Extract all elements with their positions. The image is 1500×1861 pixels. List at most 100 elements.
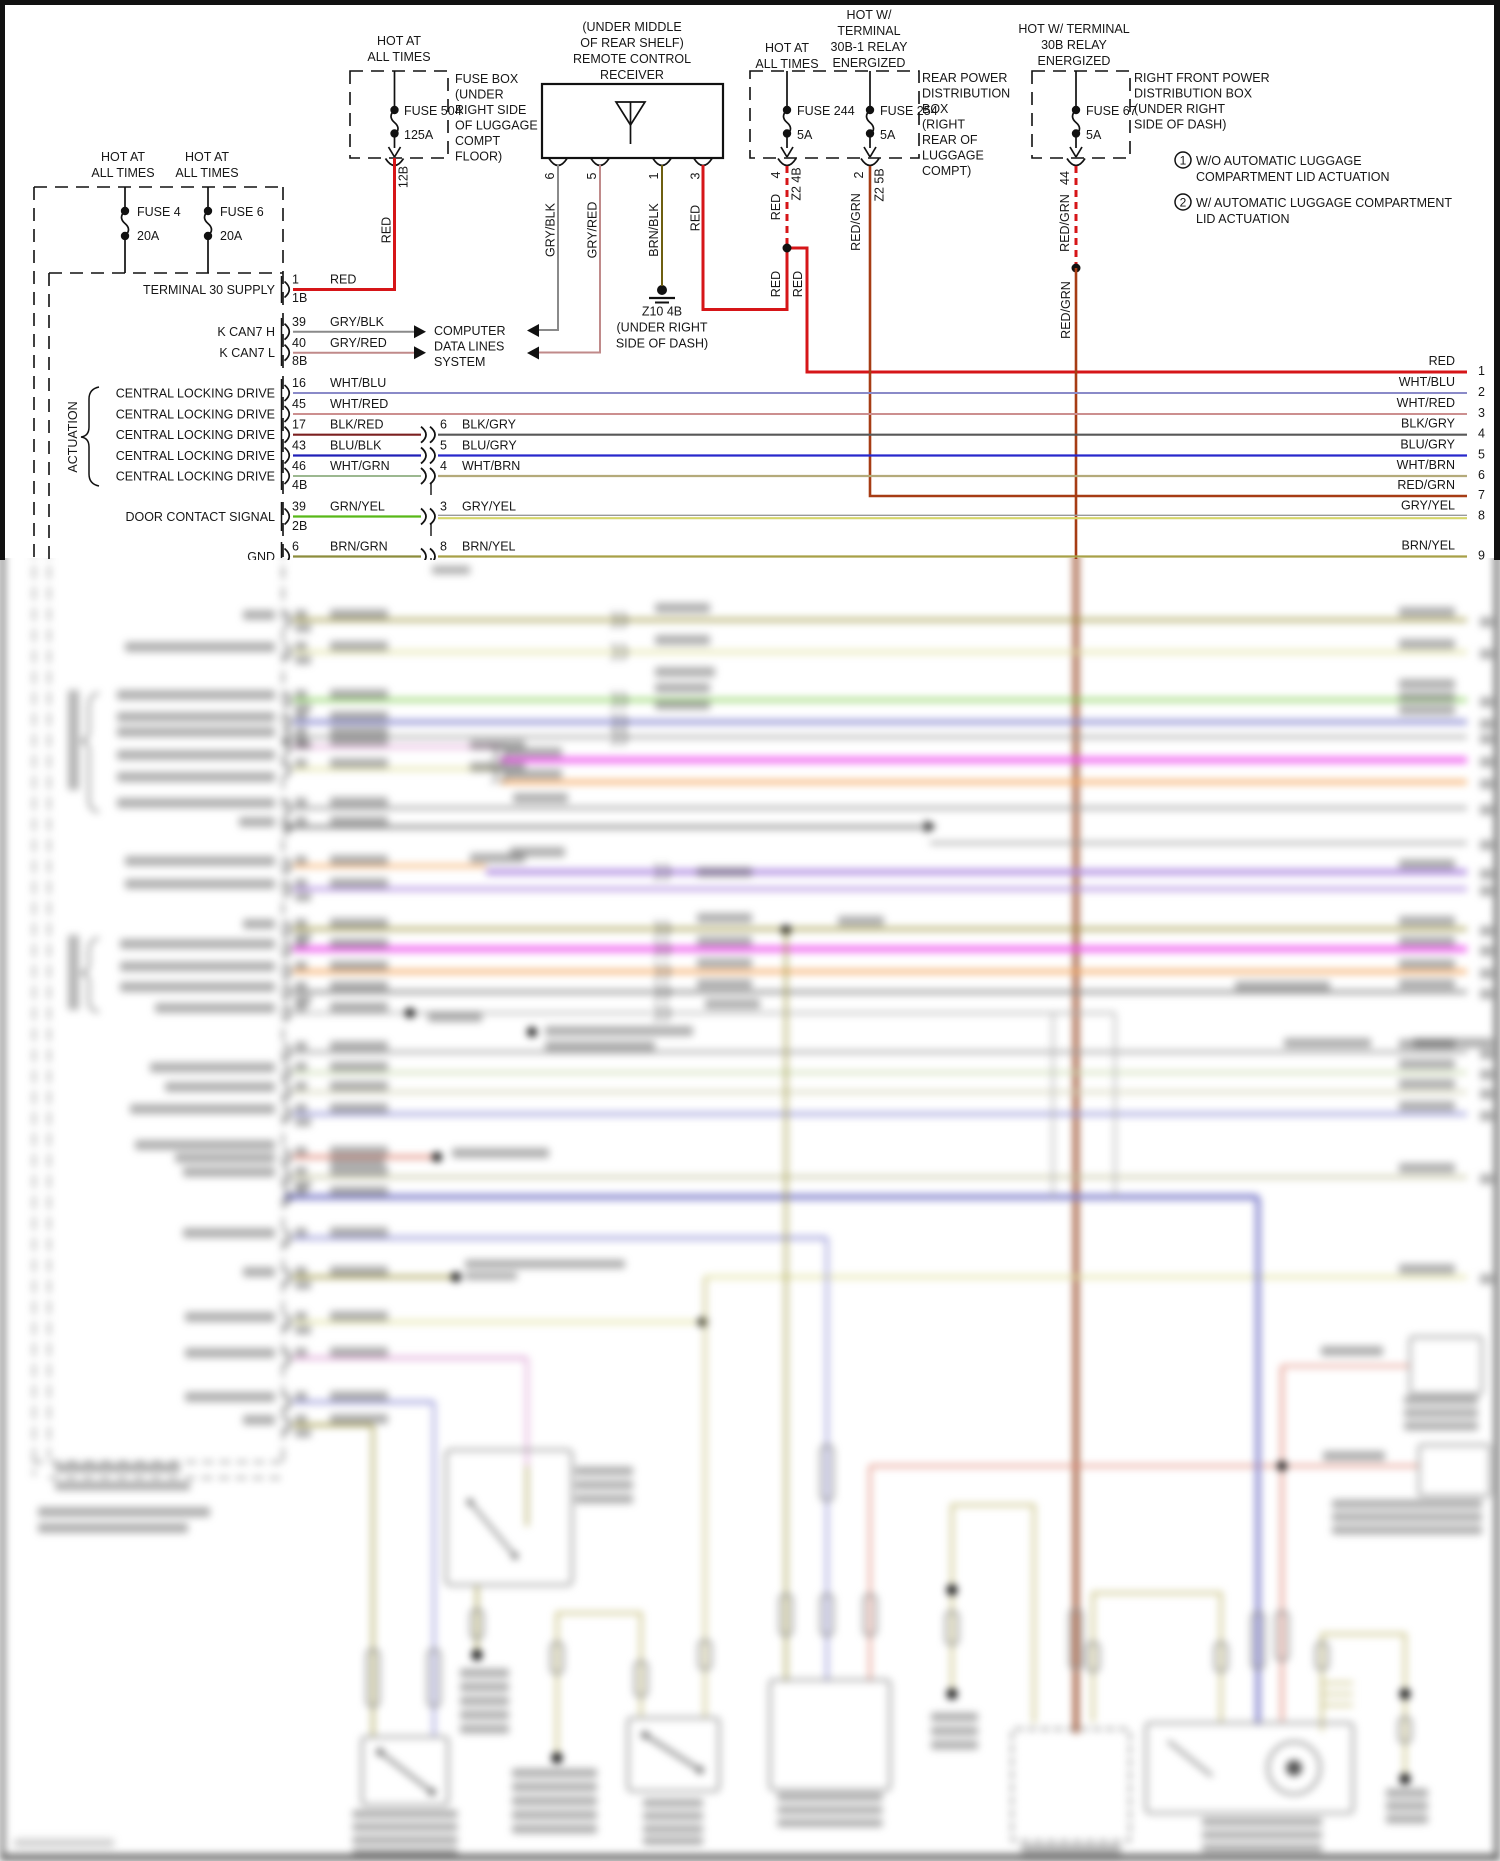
svg-text:CENTRAL LOCKING DRIVE: CENTRAL LOCKING DRIVE (116, 470, 275, 484)
svg-text:5A: 5A (880, 128, 896, 142)
svg-text:5: 5 (585, 172, 599, 179)
svg-text:COMPT): COMPT) (922, 164, 971, 178)
svg-text:RIGHT SIDE: RIGHT SIDE (455, 103, 526, 117)
svg-text:W/O AUTOMATIC LUGGAGE: W/O AUTOMATIC LUGGAGE (1196, 154, 1362, 168)
svg-text:20A: 20A (220, 229, 243, 243)
svg-text:FLOOR): FLOOR) (455, 150, 502, 164)
svg-text:5A: 5A (1086, 128, 1102, 142)
svg-text:FUSE 504: FUSE 504 (404, 104, 462, 118)
svg-text:Z10 4B: Z10 4B (642, 305, 682, 319)
svg-text:39: 39 (292, 315, 306, 329)
svg-text:GRY/RED: GRY/RED (330, 336, 387, 350)
svg-text:(UNDER RIGHT: (UNDER RIGHT (617, 321, 708, 335)
svg-text:W/ AUTOMATIC LUGGAGE COMPARTME: W/ AUTOMATIC LUGGAGE COMPARTMENT (1196, 196, 1452, 210)
svg-text:COMPARTMENT LID ACTUATION: COMPARTMENT LID ACTUATION (1196, 170, 1390, 184)
svg-text:3: 3 (440, 500, 447, 514)
svg-text:OF LUGGAGE: OF LUGGAGE (455, 119, 538, 133)
svg-text:GRY/YEL: GRY/YEL (1401, 499, 1455, 513)
svg-text:3: 3 (689, 172, 703, 179)
svg-text:RED: RED (769, 271, 783, 297)
svg-text:RED: RED (689, 205, 703, 231)
svg-text:4: 4 (440, 459, 447, 473)
svg-text:TERMINAL 30 SUPPLY: TERMINAL 30 SUPPLY (143, 283, 276, 297)
svg-text:HOT AT: HOT AT (101, 150, 145, 164)
svg-text:1: 1 (647, 172, 661, 179)
svg-text:17: 17 (292, 418, 306, 432)
svg-text:3: 3 (1478, 406, 1485, 420)
svg-text:2: 2 (852, 171, 866, 178)
svg-text:FUSE 67: FUSE 67 (1086, 104, 1137, 118)
svg-text:WHT/BLU: WHT/BLU (330, 376, 386, 390)
svg-text:FUSE 6: FUSE 6 (220, 205, 264, 219)
svg-text:BRN/BLK: BRN/BLK (647, 203, 661, 257)
svg-text:1B: 1B (292, 291, 307, 305)
svg-text:HOT AT: HOT AT (185, 150, 229, 164)
svg-text:LUGGAGE: LUGGAGE (922, 149, 984, 163)
svg-text:RIGHT FRONT POWER: RIGHT FRONT POWER (1134, 71, 1270, 85)
svg-text:RECEIVER: RECEIVER (600, 68, 664, 82)
svg-text:WHT/BRN: WHT/BRN (462, 459, 520, 473)
svg-text:GRY/BLK: GRY/BLK (330, 315, 385, 329)
svg-text:DISTRIBUTION BOX: DISTRIBUTION BOX (1134, 87, 1253, 101)
svg-text:30B RELAY: 30B RELAY (1041, 38, 1107, 52)
svg-text:BLK/GRY: BLK/GRY (1401, 417, 1456, 431)
svg-text:HOT AT: HOT AT (765, 41, 809, 55)
svg-text:5A: 5A (797, 128, 813, 142)
svg-text:FUSE BOX: FUSE BOX (455, 72, 519, 86)
svg-text:LID ACTUATION: LID ACTUATION (1196, 212, 1290, 226)
svg-text:WHT/GRN: WHT/GRN (330, 459, 390, 473)
svg-text:6: 6 (440, 418, 447, 432)
svg-text:ALL TIMES: ALL TIMES (367, 50, 430, 64)
svg-text:BRN/YEL: BRN/YEL (1402, 539, 1456, 553)
svg-text:20A: 20A (137, 229, 160, 243)
svg-text:RED: RED (791, 271, 805, 297)
svg-text:46: 46 (292, 459, 306, 473)
svg-text:16: 16 (292, 376, 306, 390)
svg-text:HOT W/: HOT W/ (847, 8, 892, 22)
svg-text:DATA LINES: DATA LINES (434, 340, 504, 354)
svg-text:8: 8 (440, 540, 447, 554)
svg-text:Z2 4B: Z2 4B (790, 167, 804, 200)
svg-text:1: 1 (1478, 364, 1485, 378)
svg-text:2: 2 (1180, 196, 1187, 210)
svg-text:BLU/GRY: BLU/GRY (1400, 438, 1455, 452)
svg-text:RED/GRN: RED/GRN (1397, 478, 1455, 492)
svg-text:(RIGHT: (RIGHT (922, 118, 965, 132)
svg-text:5: 5 (440, 439, 447, 453)
svg-text:GND: GND (247, 550, 275, 560)
svg-text:BRN/YEL: BRN/YEL (462, 540, 516, 554)
svg-text:SIDE OF DASH): SIDE OF DASH) (616, 337, 708, 351)
svg-text:ACTUATION: ACTUATION (66, 401, 80, 472)
svg-text:CENTRAL LOCKING DRIVE: CENTRAL LOCKING DRIVE (116, 387, 275, 401)
svg-text:BLU/GRY: BLU/GRY (462, 439, 517, 453)
svg-text:OF REAR SHELF): OF REAR SHELF) (580, 36, 684, 50)
svg-text:BLK/RED: BLK/RED (330, 418, 384, 432)
svg-text:GRN/YEL: GRN/YEL (330, 500, 385, 514)
svg-text:WHT/RED: WHT/RED (330, 397, 388, 411)
svg-text:WHT/BRN: WHT/BRN (1397, 458, 1455, 472)
svg-text:REAR OF: REAR OF (922, 133, 978, 147)
svg-text:COMPT: COMPT (455, 134, 501, 148)
svg-text:RED: RED (769, 194, 783, 220)
svg-text:44: 44 (1058, 171, 1072, 185)
svg-text:HOT AT: HOT AT (377, 34, 421, 48)
svg-text:REAR POWER: REAR POWER (922, 71, 1007, 85)
svg-text:DISTRIBUTION: DISTRIBUTION (922, 87, 1010, 101)
svg-text:GRY/RED: GRY/RED (586, 202, 600, 259)
svg-text:RED/GRN: RED/GRN (1058, 194, 1072, 252)
svg-text:RED: RED (1429, 354, 1455, 368)
svg-text:(UNDER RIGHT: (UNDER RIGHT (1134, 102, 1225, 116)
svg-text:ALL TIMES: ALL TIMES (755, 57, 818, 71)
svg-text:DOOR CONTACT SIGNAL: DOOR CONTACT SIGNAL (125, 510, 275, 524)
svg-text:4B: 4B (292, 478, 307, 492)
svg-text:ENERGIZED: ENERGIZED (1038, 54, 1111, 68)
svg-text:8B: 8B (292, 354, 307, 368)
svg-text:30B-1 RELAY: 30B-1 RELAY (831, 40, 909, 54)
svg-text:5: 5 (1478, 448, 1485, 462)
svg-text:GRY/YEL: GRY/YEL (462, 500, 516, 514)
svg-text:FUSE 254: FUSE 254 (880, 104, 938, 118)
svg-text:GRY/BLK: GRY/BLK (544, 202, 558, 257)
svg-text:CENTRAL LOCKING DRIVE: CENTRAL LOCKING DRIVE (116, 428, 275, 442)
svg-text:RED/GRN: RED/GRN (1059, 281, 1073, 339)
svg-text:1: 1 (1180, 154, 1187, 168)
